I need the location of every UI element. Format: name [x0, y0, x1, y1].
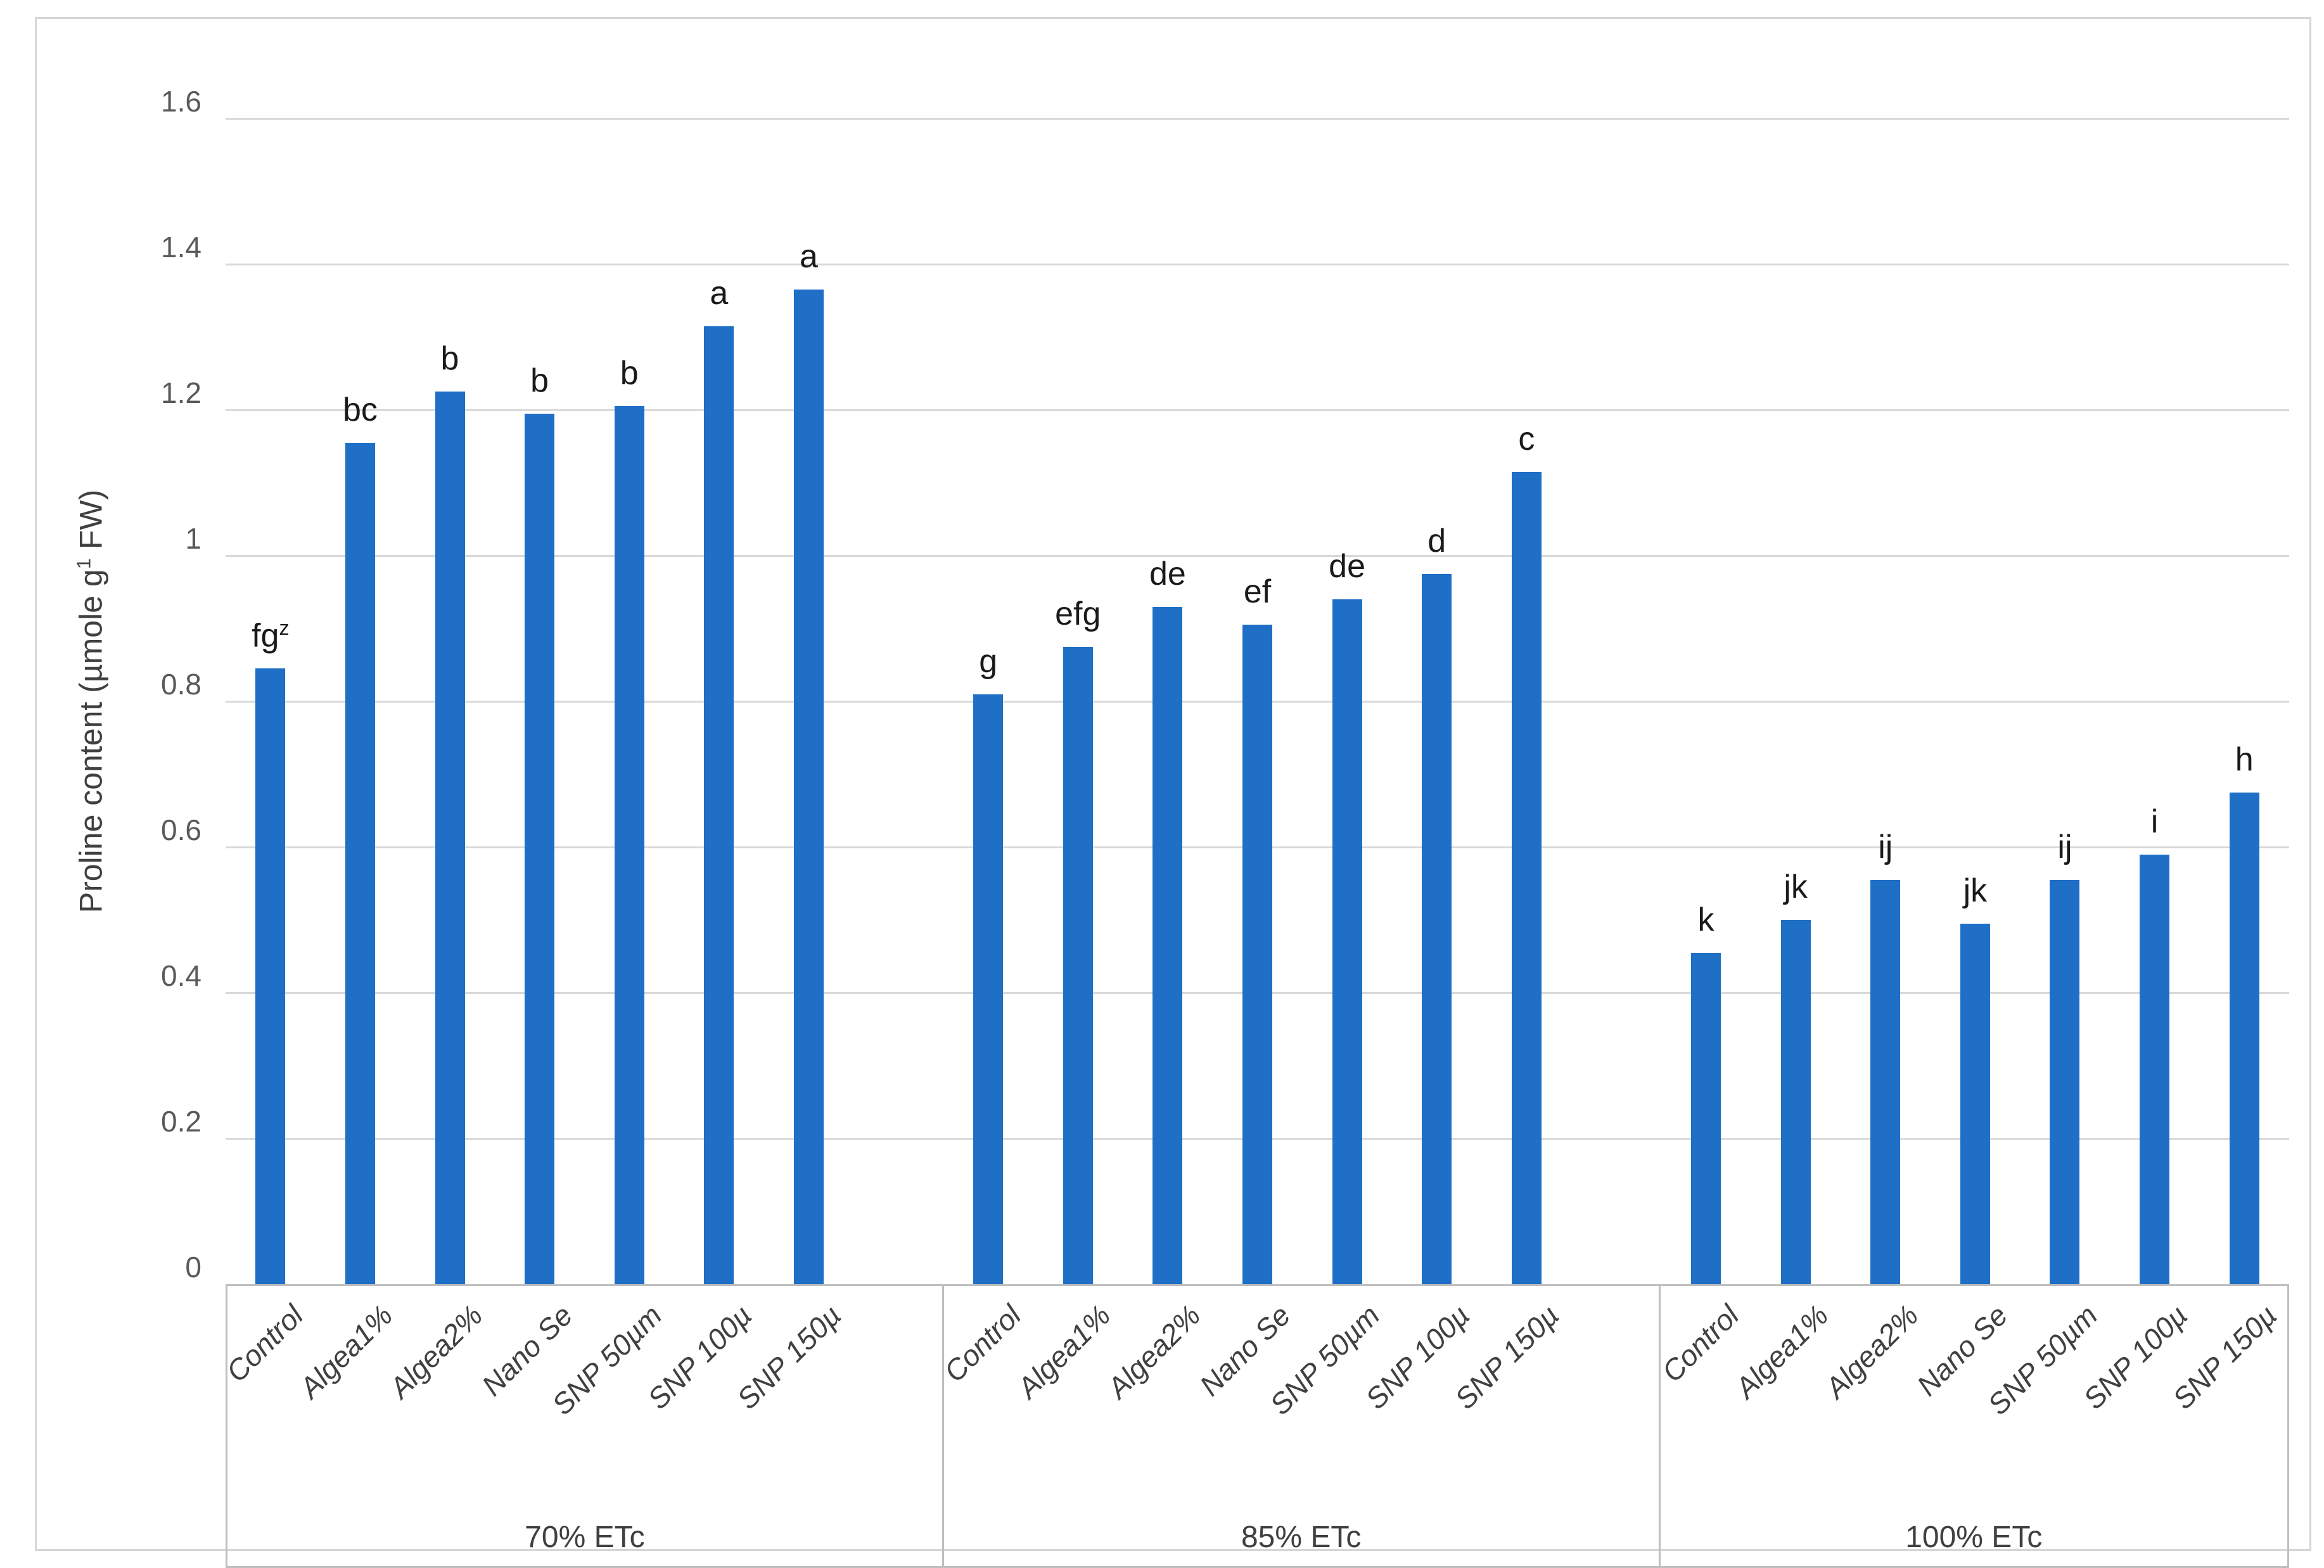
sig-letter-text: b — [440, 340, 459, 378]
sig-letter-100-etc-nano-se: jk — [1880, 872, 2070, 910]
bar-85-etc-algea1 — [1063, 646, 1093, 1284]
group-label-100-etc: 100% ETc — [1905, 1520, 2043, 1554]
sig-letter-text: de — [1149, 555, 1186, 592]
sig-letter-superscript: z — [279, 616, 290, 640]
bar-85-etc-algea2 — [1152, 606, 1183, 1284]
sig-letter-100-etc-algea2: ij — [1791, 828, 1981, 866]
gridline-1.2 — [226, 409, 2289, 411]
bar-100-etc-algea2 — [1870, 879, 1901, 1284]
y-tick-label-0.6: 0.6 — [161, 813, 201, 846]
sig-letter-text: de — [1329, 548, 1366, 585]
category-band: 70% ETc 85% ETc 100% ETc — [226, 1284, 2289, 1568]
y-tick-label-1.6: 1.6 — [161, 85, 201, 118]
sig-letter-70-etc-snp-50-m: b — [534, 354, 724, 392]
bar-70-etc-algea1 — [345, 442, 375, 1284]
y-axis-title-prefix: Proline content (µmole g — [73, 569, 108, 914]
sig-letter-70-etc-snp-100: a — [624, 274, 814, 312]
sig-letter-text: h — [2235, 741, 2254, 778]
bar-85-etc-control — [973, 694, 1004, 1284]
y-tick-label-0: 0 — [185, 1251, 201, 1284]
sig-letter-100-etc-snp-100: i — [2060, 803, 2250, 841]
sig-letter-text: a — [710, 274, 729, 312]
bar-85-etc-nano-se — [1242, 625, 1272, 1284]
y-tick-label-1.2: 1.2 — [161, 376, 201, 409]
sig-letter-text: bc — [342, 391, 378, 428]
sig-letter-text: b — [530, 362, 549, 399]
bar-100-etc-snp-100 — [2140, 854, 2170, 1284]
sig-letter-text: a — [799, 238, 818, 276]
gridline-1.6 — [226, 118, 2289, 120]
sig-letter-85-etc-nano-se: ef — [1163, 573, 1353, 611]
sig-letter-85-etc-control: g — [893, 642, 1083, 680]
chart-frame: Proline content (µmole g1 FW) 0 0.2 0.4 0.6… — [35, 17, 2311, 1568]
sig-letter-text: i — [2150, 803, 2159, 840]
bar-70-etc-control — [255, 668, 286, 1284]
bar-100-etc-nano-se — [1960, 923, 1990, 1284]
group-label-85-etc: 85% ETc — [1241, 1520, 1362, 1554]
sig-letter-70-etc-algea2: b — [355, 340, 545, 378]
bar-85-etc-snp-100 — [1422, 573, 1452, 1284]
bar-100-etc-snp-150 — [2229, 792, 2259, 1284]
sig-letter-text: ef — [1243, 573, 1272, 611]
y-tick-label-1: 1 — [185, 522, 201, 555]
y-tick-label-1.4: 1.4 — [161, 231, 201, 264]
sig-letter-85-etc-algea2: de — [1073, 555, 1263, 593]
sig-letter-85-etc-snp-50-m: de — [1252, 547, 1442, 585]
bar-70-etc-snp-50-m — [614, 406, 644, 1284]
sig-letter-70-etc-control: fgz — [176, 616, 366, 654]
group-box-100-etc: 100% ETc — [1661, 1286, 2287, 1566]
bar-85-etc-snp-50-m — [1332, 599, 1362, 1284]
sig-letter-85-etc-algea1: efg — [983, 595, 1173, 633]
bar-85-etc-snp-150 — [1511, 471, 1542, 1284]
sig-letter-text: ij — [1878, 828, 1893, 865]
bar-70-etc-nano-se — [525, 413, 555, 1284]
sig-letter-100-etc-snp-150: h — [2149, 741, 2324, 779]
sig-letter-100-etc-algea1: jk — [1701, 868, 1891, 906]
gridline-1.4 — [226, 264, 2289, 265]
gridline-1 — [226, 555, 2289, 557]
sig-letter-100-etc-snp-50-m: ij — [1970, 828, 2160, 866]
sig-letter-text: jk — [1784, 869, 1808, 905]
sig-letter-text: c — [1518, 420, 1535, 457]
sig-letter-text: d — [1427, 522, 1446, 559]
sig-letter-100-etc-control: k — [1611, 901, 1801, 939]
bar-100-etc-algea1 — [1780, 920, 1811, 1284]
sig-letter-text: g — [979, 642, 998, 680]
sig-letter-text: fg — [252, 617, 279, 654]
y-tick-label-0.2: 0.2 — [161, 1105, 201, 1138]
group-box-85-etc: 85% ETc — [944, 1286, 1661, 1566]
bar-100-etc-snp-50-m — [2050, 879, 2080, 1284]
sig-letter-70-etc-nano-se: b — [445, 362, 635, 400]
sig-letter-text: jk — [1963, 872, 1988, 909]
sig-letter-70-etc-snp-150: a — [713, 238, 903, 276]
group-box-70-etc: 70% ETc — [227, 1286, 944, 1566]
bar-70-etc-algea2 — [435, 392, 465, 1284]
sig-letter-85-etc-snp-100: d — [1342, 522, 1532, 560]
sig-letter-85-etc-snp-150: c — [1431, 420, 1621, 458]
group-label-70-etc: 70% ETc — [525, 1520, 645, 1554]
bar-100-etc-control — [1691, 952, 1721, 1284]
bar-70-etc-snp-150 — [793, 290, 824, 1284]
sig-letter-text: efg — [1055, 595, 1101, 632]
sig-letter-text: ij — [2057, 828, 2072, 865]
sig-letter-text: k — [1697, 901, 1714, 938]
y-tick-label-0.8: 0.8 — [161, 668, 201, 701]
bar-70-etc-snp-100 — [704, 326, 734, 1284]
y-axis-title-superscript: 1 — [72, 558, 95, 570]
plot-area: fgz bc b b b a a g efg de ef de d c k jk ij jk ij i h — [226, 118, 2289, 1284]
sig-letter-70-etc-algea1: bc — [265, 391, 455, 429]
y-tick-label-0.4: 0.4 — [161, 959, 201, 992]
sig-letter-text: b — [620, 355, 639, 392]
